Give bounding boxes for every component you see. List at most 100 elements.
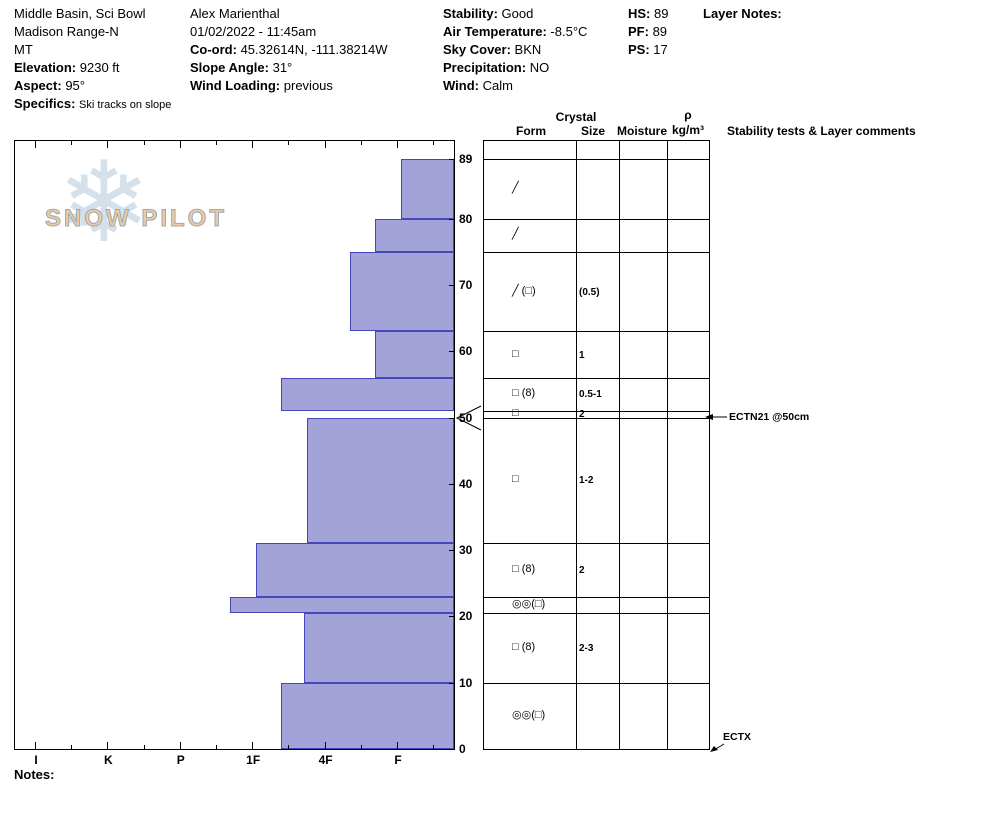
ps-label: PS: xyxy=(628,42,650,57)
hardness-tick xyxy=(397,141,398,148)
slope-angle-value: 31° xyxy=(272,60,293,75)
layer-boundary-line xyxy=(484,251,709,253)
layer-boundary-line xyxy=(484,331,709,333)
observation-datetime: 01/02/2022 - 11:45am xyxy=(190,24,317,39)
pf-row: PF: 89 xyxy=(628,23,668,41)
hs-label: HS: xyxy=(628,6,651,21)
wind-row: Wind: Calm xyxy=(443,77,587,95)
coord-label: Co-ord: xyxy=(190,42,237,57)
ps-row: PS: 17 xyxy=(628,41,668,59)
crystal-form-symbol: ╱ xyxy=(512,181,519,194)
snow-layer-bar xyxy=(230,596,454,614)
depth-tick xyxy=(449,417,454,419)
air-temp-row: Air Temperature: -8.5°C xyxy=(443,23,587,41)
crystal-size-value: 0.5-1 xyxy=(579,389,602,401)
hardness-tick xyxy=(288,141,290,145)
notes-label: Notes: xyxy=(14,767,55,782)
depth-label: 30 xyxy=(459,543,473,558)
depth-tick xyxy=(449,550,454,552)
size-moisture-divider xyxy=(619,141,620,749)
hardness-tick xyxy=(324,742,326,749)
hardness-label: 4F xyxy=(318,753,333,767)
specifics-row: Specifics: Ski tracks on slope xyxy=(14,95,171,114)
pf-value: 89 xyxy=(652,24,668,39)
crystal-size-value: 2-3 xyxy=(579,642,594,654)
coord-value: 45.32614N, -111.38214W xyxy=(240,42,388,57)
crystal-form-symbol: □ (8) xyxy=(512,640,536,653)
hardness-tick xyxy=(324,141,326,148)
hardness-tick xyxy=(143,745,145,749)
layer-boundary-line xyxy=(484,410,709,412)
layer-boundary-line xyxy=(484,218,709,220)
elevation-label: Elevation: xyxy=(14,60,77,75)
snowpilot-watermark: ❄ SNOW PILOT xyxy=(15,141,245,301)
moisture-density-divider xyxy=(667,141,668,749)
stability-label: Stability: xyxy=(443,6,498,21)
aspect-label: Aspect: xyxy=(14,78,62,93)
hardness-tick xyxy=(397,742,398,749)
snow-layer-bar xyxy=(400,158,454,219)
moisture-header: Moisture xyxy=(616,124,668,138)
hardness-tick xyxy=(252,141,254,148)
hardness-tick xyxy=(288,745,290,749)
hardness-axis: I K P 1F 4F F xyxy=(15,753,456,769)
stability-test-result: ECTX xyxy=(723,731,751,743)
aspect-row: Aspect: 95° xyxy=(14,77,171,95)
test-result-label: ECTN21 @50cm xyxy=(729,410,810,423)
pit-title: Middle Basin, Sci Bowl xyxy=(14,6,146,21)
depth-tick xyxy=(449,483,454,485)
wind-loading-value: previous xyxy=(283,78,333,93)
hardness-tick xyxy=(71,745,73,749)
wind-value: Calm xyxy=(482,78,513,93)
hardness-tick xyxy=(433,745,435,749)
layer-boundary-line xyxy=(484,158,709,160)
layer-notes-label: Layer Notes: xyxy=(703,6,782,21)
header-conditions-block: Stability: Good Air Temperature: -8.5°C … xyxy=(443,5,587,95)
snow-layer-bar xyxy=(255,543,454,597)
snow-layer-bar xyxy=(304,613,454,683)
observer-name: Alex Marienthal xyxy=(190,6,280,21)
pf-label: PF: xyxy=(628,24,649,39)
sky-cover-label: Sky Cover: xyxy=(443,42,511,57)
crystal-size-value: 2 xyxy=(579,564,585,576)
crystal-size-value: 1 xyxy=(579,349,585,361)
density-unit-header: kg/m³ xyxy=(671,123,705,137)
hardness-tick xyxy=(35,742,36,749)
air-temp-value: -8.5°C xyxy=(550,24,588,39)
specifics-value: Ski tracks on slope xyxy=(79,99,172,111)
snow-layer-bar xyxy=(375,331,454,378)
comments-header: Stability tests & Layer comments xyxy=(727,124,916,138)
precipitation-value: NO xyxy=(529,60,550,75)
depth-label: 80 xyxy=(459,211,473,226)
precipitation-row: Precipitation: NO xyxy=(443,59,587,77)
depth-tick xyxy=(449,616,454,618)
crystal-size-value: 2 xyxy=(579,409,585,421)
depth-label: 50 xyxy=(459,410,473,425)
stability-test-result: ECTN21 @50cm xyxy=(705,411,809,423)
hardness-tick xyxy=(71,141,73,145)
layer-boundary-line xyxy=(484,613,709,615)
crystal-form-symbol: □ xyxy=(512,473,519,486)
depth-label: 0 xyxy=(459,742,466,756)
crystal-form-symbol: □ xyxy=(512,347,519,360)
aspect-value: 95° xyxy=(65,78,85,93)
hardness-tick xyxy=(433,141,435,145)
crystal-form-symbol: □ (8) xyxy=(512,562,536,575)
depth-tick xyxy=(449,284,454,286)
hardness-tick xyxy=(360,745,362,749)
ps-value: 17 xyxy=(653,42,668,57)
snow-layer-bar xyxy=(306,417,454,544)
depth-axis: 89 80 70 60 50 40 30 20 10 0 xyxy=(456,141,482,756)
snow-layer-bar xyxy=(281,682,454,749)
hardness-label: P xyxy=(176,753,185,767)
layer-boundary-line xyxy=(484,417,709,419)
hardness-tick xyxy=(216,141,217,145)
grain-table: ╱ ╱ ╱ (□) (0.5) □ 1 □ (8) 0.5-1 □ 2 □ 1-2 □ (8) 2 ◎◎(□… xyxy=(483,140,710,750)
form-header: Form xyxy=(516,124,546,138)
hardness-tick xyxy=(179,742,181,749)
crystal-size-value: (0.5) xyxy=(579,286,600,298)
specifics-label: Specifics: xyxy=(14,96,76,111)
notes-section: Notes: xyxy=(14,766,54,784)
crystal-form-symbol: ◎◎(□) xyxy=(512,708,546,721)
snow-layer-bar xyxy=(281,377,454,411)
